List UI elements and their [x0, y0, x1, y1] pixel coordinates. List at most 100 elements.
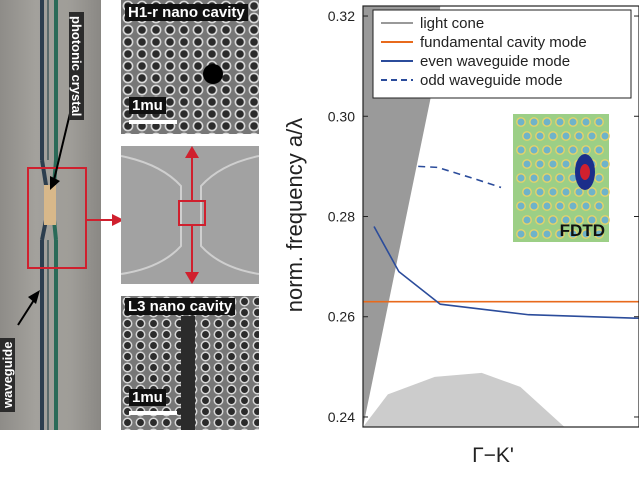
mode-lines: [363, 165, 639, 320]
legend-label-even-waveguide-mode: even waveguide mode: [420, 53, 570, 70]
fdtd-hole: [516, 201, 526, 211]
h1r-scale-bar: [129, 120, 177, 124]
legend-box: [372, 9, 632, 99]
fdtd-hole: [548, 187, 558, 197]
fdtd-hole: [581, 117, 591, 127]
light-cone-region: [363, 6, 441, 427]
y-axis-label: norm. frequency a/λ: [282, 118, 307, 312]
fdtd-hole: [542, 117, 552, 127]
fdtd-hole: [568, 145, 578, 155]
legend-label-odd-waveguide-mode: odd waveguide mode: [420, 72, 563, 89]
y-tick-label: 0.28: [328, 209, 355, 225]
fdtd-hole: [535, 215, 545, 225]
band-diagram: FDTD 0.24 0.26 0.28 0.30 0.32 light cone fund…: [280, 0, 639, 472]
fdtd-hole: [542, 201, 552, 211]
sem-overview-drawing: [121, 146, 259, 284]
fdtd-hole: [529, 173, 539, 183]
even-waveguide-mode-line: [373, 226, 639, 320]
l3-scale-label: 1mu: [129, 389, 166, 406]
waveguide-label: waveguide: [0, 337, 15, 412]
photo-to-sem-arrow: [86, 214, 124, 226]
l3-scale-bar: [129, 411, 177, 415]
fdtd-hole: [529, 201, 539, 211]
fdtd-hole: [516, 145, 526, 155]
fdtd-inset: FDTD: [513, 114, 610, 242]
h1r-scale-label: 1mu: [129, 97, 166, 114]
legend-label-fundamental-cavity-mode: fundamental cavity mode: [420, 34, 587, 51]
fdtd-hole: [594, 201, 604, 211]
fdtd-hole: [561, 187, 571, 197]
fdtd-hole: [568, 117, 578, 127]
y-tick-label: 0.24: [328, 409, 355, 425]
fdtd-hole: [529, 145, 539, 155]
band-diagram-svg: FDTD 0.24 0.26 0.28 0.30 0.32 light cone fund…: [282, 5, 639, 467]
photonic-crystal-label: photonic crystal: [69, 12, 84, 121]
fdtd-hole: [548, 215, 558, 225]
fdtd-hole: [587, 215, 597, 225]
h1r-title: H1-r nano cavity: [125, 4, 248, 21]
y-tick-label: 0.30: [328, 108, 355, 124]
chip-photo: photonic crystal waveguide: [0, 0, 101, 430]
fdtd-hole: [555, 145, 565, 155]
y-tick-label: 0.26: [328, 309, 355, 325]
fdtd-hole: [600, 187, 610, 197]
fdtd-hole: [600, 131, 610, 141]
l3-title: L3 nano cavity: [125, 298, 236, 315]
fdtd-hole: [529, 229, 539, 239]
fdtd-field-core: [580, 164, 590, 180]
fdtd-label: FDTD: [560, 221, 605, 240]
fdtd-hole: [522, 187, 532, 197]
y-tick-label: 0.32: [328, 8, 355, 24]
fdtd-hole: [516, 229, 526, 239]
fdtd-hole: [535, 131, 545, 141]
fdtd-hole: [574, 215, 584, 225]
fdtd-hole: [522, 131, 532, 141]
fdtd-hole: [542, 145, 552, 155]
fdtd-hole: [555, 229, 565, 239]
fdtd-hole: [535, 187, 545, 197]
fdtd-hole: [516, 117, 526, 127]
fdtd-hole: [600, 159, 610, 169]
h1r-hole-lattice: [121, 0, 259, 134]
fdtd-hole: [542, 173, 552, 183]
sem-overview: [121, 146, 259, 284]
fdtd-hole: [594, 173, 604, 183]
odd-waveguide-mode-line: [418, 165, 502, 189]
fdtd-hole: [581, 229, 591, 239]
fdtd-hole: [555, 201, 565, 211]
fdtd-hole: [548, 159, 558, 169]
band-fills: [363, 6, 565, 427]
fdtd-hole: [542, 229, 552, 239]
x-axis-label: Γ−K': [472, 444, 514, 467]
legend: light cone fundamental cavity mode even wa…: [372, 9, 632, 99]
fdtd-hole: [516, 173, 526, 183]
fdtd-hole: [548, 131, 558, 141]
fdtd-hole: [555, 173, 565, 183]
bulk-band-region: [363, 372, 565, 427]
fdtd-hole: [561, 159, 571, 169]
fdtd-hole: [529, 117, 539, 127]
fdtd-hole: [581, 145, 591, 155]
fdtd-hole: [522, 159, 532, 169]
fdtd-hole: [574, 131, 584, 141]
fdtd-hole: [587, 187, 597, 197]
axes: 0.24 0.26 0.28 0.30 0.32: [328, 5, 639, 428]
fdtd-hole: [555, 117, 565, 127]
fdtd-hole: [568, 201, 578, 211]
l3-micrograph: L3 nano cavity 1mu: [121, 296, 259, 430]
fdtd-hole: [568, 229, 578, 239]
fdtd-hole: [561, 215, 571, 225]
fdtd-hole: [594, 117, 604, 127]
fdtd-hole: [574, 187, 584, 197]
fdtd-hole: [561, 131, 571, 141]
fdtd-hole: [594, 229, 604, 239]
legend-label-light-cone: light cone: [420, 15, 484, 32]
h1r-micrograph: H1-r nano cavity 1mu: [121, 0, 259, 134]
fdtd-hole: [581, 201, 591, 211]
fdtd-hole: [522, 215, 532, 225]
fdtd-hole: [535, 159, 545, 169]
l3-hole-lattice: [121, 296, 259, 430]
chip-photo-drawing: [17, 0, 87, 430]
fdtd-hole: [594, 145, 604, 155]
fdtd-hole: [587, 131, 597, 141]
